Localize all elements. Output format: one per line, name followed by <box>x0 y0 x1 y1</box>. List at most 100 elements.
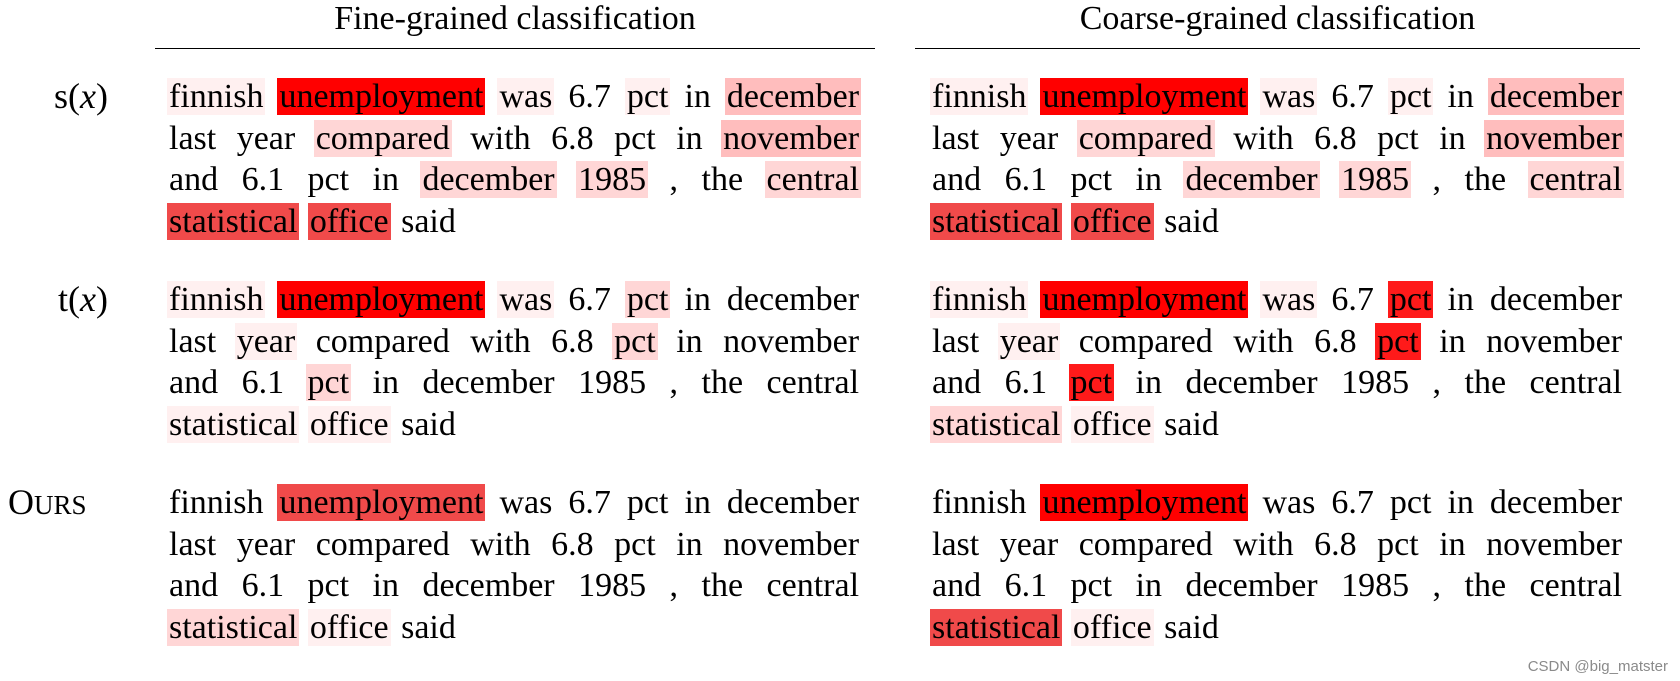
highlighted-word: in <box>1135 364 1162 401</box>
highlighted-word: , <box>1432 567 1442 604</box>
highlighted-word: the <box>1464 364 1507 401</box>
highlighted-word: central <box>1529 364 1623 401</box>
highlighted-word: 6.7 <box>1331 281 1374 318</box>
highlighted-word: office <box>307 405 391 443</box>
highlighted-word: in <box>1439 322 1466 360</box>
highlighted-word: compared <box>313 119 452 157</box>
highlighted-word: december <box>724 78 862 115</box>
highlighted-word: 6.8 <box>551 525 594 563</box>
row-label-ours-cap: O <box>8 482 34 522</box>
highlighted-word: office <box>1070 202 1154 240</box>
highlighted-word: 6.7 <box>568 78 611 115</box>
row-label-t: t(x) <box>0 279 108 319</box>
highlighted-word: in <box>372 567 399 604</box>
highlighted-word: central <box>1527 161 1625 198</box>
text-cell-t-fine: finnish unemployment was 6.7 pct in dece… <box>167 279 861 445</box>
highlighted-word: december <box>726 484 860 521</box>
highlighted-word: finnish <box>167 78 266 115</box>
highlighted-word: in <box>1447 281 1474 318</box>
highlighted-word: , <box>669 567 679 604</box>
highlighted-word: 6.1 <box>241 161 285 198</box>
highlighted-word: in <box>684 281 711 318</box>
watermark: CSDN @big_matster <box>1527 658 1668 675</box>
highlighted-word: finnish <box>930 78 1029 115</box>
highlighted-word: in <box>372 161 399 198</box>
highlighted-word: 6.1 <box>241 567 285 604</box>
highlighted-word: november <box>1486 322 1623 360</box>
highlighted-word: statistical <box>167 608 300 646</box>
highlighted-word: office <box>1070 405 1154 443</box>
highlighted-word: finnish <box>169 484 264 521</box>
highlighted-word: was <box>1260 281 1318 318</box>
highlighted-word: in <box>372 364 399 401</box>
highlighted-word: december <box>1183 161 1320 198</box>
highlighted-word: december <box>1489 281 1623 318</box>
highlighted-word: in <box>1135 161 1162 198</box>
highlighted-word: 6.1 <box>241 364 285 401</box>
highlighted-word: finnish <box>167 281 266 318</box>
highlighted-word: was <box>1262 484 1316 521</box>
highlighted-word: 6.1 <box>1004 161 1048 198</box>
highlighted-word: with <box>1233 119 1294 157</box>
highlighted-word: november <box>723 322 860 360</box>
highlighted-word: pct <box>1389 484 1432 521</box>
highlighted-word: in <box>684 484 711 521</box>
text-cell-s-fine: finnish unemployment was 6.7 pct in dece… <box>167 76 862 242</box>
text-cell-t-coarse: finnish unemployment was 6.7 pct in dece… <box>930 279 1624 445</box>
highlighted-word: unemployment <box>1040 281 1249 318</box>
row-label-ours: OURS <box>8 482 116 525</box>
highlighted-word: said <box>401 405 456 443</box>
highlighted-word: with <box>1233 322 1294 360</box>
highlighted-word: year <box>997 322 1061 360</box>
highlighted-word: 6.8 <box>551 119 594 157</box>
highlighted-word: statistical <box>930 202 1063 240</box>
text-cell-s-coarse: finnish unemployment was 6.7 pct in dece… <box>930 76 1625 242</box>
highlighted-word: pct <box>305 364 352 401</box>
highlighted-word: pct <box>626 484 669 521</box>
highlighted-word: compared <box>315 525 450 563</box>
highlighted-word: year <box>999 119 1059 157</box>
highlighted-word: and <box>932 161 982 198</box>
highlighted-word: 1985 <box>1341 364 1410 401</box>
highlighted-word: last <box>932 119 980 157</box>
highlighted-word: the <box>1464 161 1507 198</box>
highlighted-word: last <box>169 119 217 157</box>
highlighted-word: unemployment <box>277 78 486 115</box>
highlighted-word: and <box>932 364 982 401</box>
row-label-s-var: x <box>80 76 96 116</box>
highlighted-word: pct <box>1375 322 1421 360</box>
highlighted-word: said <box>1164 608 1219 646</box>
highlighted-word: 1985 <box>1339 161 1412 198</box>
row-label-s: s(x) <box>0 76 108 116</box>
row-label-t-fn: t <box>58 279 69 319</box>
highlighted-word: november <box>723 525 860 563</box>
highlighted-word: statistical <box>167 202 300 240</box>
highlighted-word: pct <box>624 78 671 115</box>
highlighted-word: was <box>497 78 555 115</box>
header-rule-coarse <box>915 48 1640 49</box>
highlighted-word: the <box>1464 567 1507 604</box>
highlighted-word: with <box>470 119 531 157</box>
highlighted-word: statistical <box>930 608 1063 646</box>
highlighted-word: year <box>234 322 298 360</box>
highlighted-word: year <box>236 119 296 157</box>
highlighted-word: in <box>676 525 703 563</box>
highlighted-word: last <box>932 322 980 360</box>
highlighted-word: unemployment <box>1040 484 1249 521</box>
highlighted-word: office <box>307 608 391 646</box>
header-coarse-grained: Coarse-grained classification <box>1079 0 1476 37</box>
highlighted-word: december <box>1185 567 1318 604</box>
highlighted-word: the <box>701 161 744 198</box>
highlighted-word: the <box>701 364 744 401</box>
highlighted-word: 1985 <box>578 364 647 401</box>
highlighted-word: central <box>766 364 860 401</box>
highlighted-word: in <box>1439 119 1466 157</box>
header-fine-grained: Fine-grained classification <box>334 0 696 37</box>
highlighted-word: 1985 <box>1341 567 1410 604</box>
highlighted-word: said <box>1164 202 1219 240</box>
highlighted-word: pct <box>624 281 671 318</box>
highlighted-word: pct <box>1377 525 1419 563</box>
highlighted-word: 6.1 <box>1004 567 1048 604</box>
highlighted-word: , <box>669 364 679 401</box>
highlighted-word: was <box>499 484 553 521</box>
